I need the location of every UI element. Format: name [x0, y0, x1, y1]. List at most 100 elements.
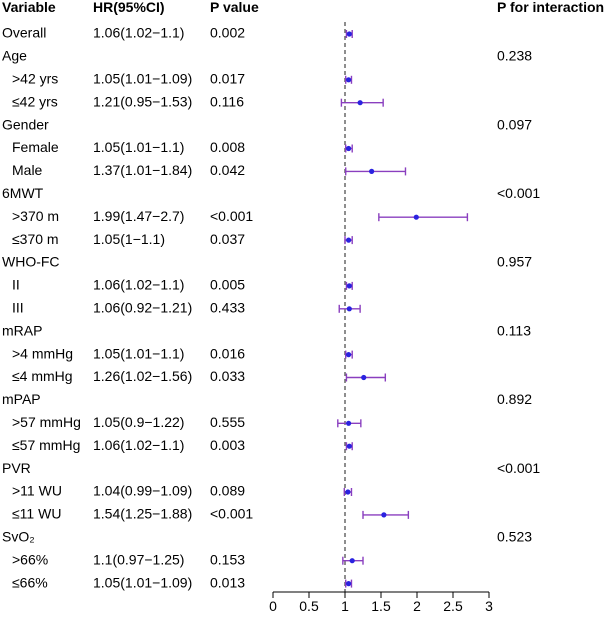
estimate-point — [346, 443, 352, 449]
p-value: 0.016 — [210, 345, 245, 361]
hr-ci-value: 1.05(1.01−1.09) — [93, 71, 192, 87]
hr-ci-value: 1.26(1.02−1.56) — [93, 368, 192, 384]
p-value: 0.003 — [210, 437, 245, 453]
p-value: 0.555 — [210, 414, 245, 430]
estimate-point — [413, 214, 419, 220]
subgroup-label: ≤57 mmHg — [12, 437, 80, 453]
header-hr: HR(95%CI) — [93, 0, 165, 15]
p-value: 0.433 — [210, 300, 245, 316]
group-label: Overall — [2, 25, 46, 41]
estimate-point — [346, 581, 352, 587]
subgroup-label: ≤42 yrs — [12, 93, 58, 109]
p-value: 0.033 — [210, 368, 245, 384]
p-interaction-value: 0.523 — [497, 529, 532, 545]
x-tick-label: 3 — [485, 598, 493, 614]
subgroup-label: ≤370 m — [12, 231, 59, 247]
header-p-interaction: P for interaction — [497, 0, 604, 15]
p-value: 0.042 — [210, 162, 245, 178]
x-tick-label: 0 — [269, 598, 277, 614]
estimate-point — [346, 420, 352, 426]
estimate-point — [357, 100, 363, 106]
estimate-point — [346, 283, 352, 289]
x-axis: 0 0.5 1 1.5 2 2.5 3 — [269, 591, 493, 614]
hr-ci-value: 1.06(0.92−1.21) — [93, 300, 192, 316]
p-value: <0.001 — [210, 506, 253, 522]
x-tick-label: 2 — [413, 598, 421, 614]
hr-ci-value: 1.05(1.01−1.09) — [93, 574, 192, 590]
estimate-point — [346, 77, 352, 83]
subgroup-label: >42 yrs — [12, 71, 58, 87]
subgroup-label: Female — [12, 139, 59, 155]
p-interaction-value: <0.001 — [497, 460, 540, 476]
subgroup-label: ≤66% — [12, 574, 48, 590]
subgroup-label: ≤11 WU — [12, 506, 61, 522]
p-value: 0.037 — [210, 231, 245, 247]
subgroup-label: III — [12, 300, 24, 316]
p-value: 0.116 — [210, 93, 244, 109]
p-interaction-value: 0.113 — [497, 322, 531, 338]
p-value: 0.005 — [210, 277, 245, 293]
subgroup-label: >4 mmHg — [12, 345, 73, 361]
p-interaction-value: 0.957 — [497, 254, 532, 270]
estimate-point — [346, 306, 352, 312]
hr-ci-value: 1.21(0.95−1.53) — [93, 93, 192, 109]
estimate-point — [381, 512, 387, 518]
group-label: 6MWT — [2, 185, 44, 201]
p-interaction-value: 0.097 — [497, 116, 532, 132]
subgroup-label: >370 m — [12, 208, 59, 224]
x-tick-label: 1 — [341, 598, 349, 614]
table-rows: Overall 1.06(1.02−1.1) 0.002 Age 0.238 >42 yr… — [2, 25, 540, 591]
group-label: Age — [2, 48, 27, 64]
p-value: 0.089 — [210, 483, 245, 499]
hr-ci-value: 1.37(1.01−1.84) — [93, 162, 192, 178]
group-label: PVR — [2, 460, 31, 476]
hr-ci-value: 1.06(1.02−1.1) — [93, 277, 184, 293]
x-tick-label: 1.5 — [371, 598, 391, 614]
estimate-point — [346, 145, 352, 152]
group-label: mPAP — [2, 391, 41, 407]
subgroup-label: Male — [12, 162, 43, 178]
hr-ci-value: 1.05(1.01−1.1) — [93, 139, 184, 155]
p-interaction-value: 0.892 — [497, 391, 532, 407]
p-interaction-value: <0.001 — [497, 185, 540, 201]
p-value: 0.002 — [210, 25, 245, 41]
hr-ci-value: 1.05(1.01−1.1) — [93, 345, 184, 361]
p-value: 0.017 — [210, 71, 245, 87]
p-value: <0.001 — [210, 208, 253, 224]
estimate-point — [361, 374, 367, 381]
hr-ci-value: 1.05(0.9−1.22) — [93, 414, 184, 430]
hr-ci-value: 1.06(1.02−1.1) — [93, 25, 184, 41]
estimate-point — [369, 168, 375, 174]
subgroup-label: >57 mmHg — [12, 414, 81, 430]
estimate-point — [349, 558, 355, 564]
group-label: WHO-FC — [2, 254, 60, 270]
estimate-point — [345, 489, 351, 495]
group-label: Gender — [2, 116, 49, 132]
header-p-value: P value — [210, 0, 259, 15]
p-value: 0.008 — [210, 139, 245, 155]
p-value: 0.013 — [210, 574, 245, 590]
subgroup-label: II — [12, 277, 20, 293]
hr-ci-value: 1.06(1.02−1.1) — [93, 437, 184, 453]
subgroup-label: ≤4 mmHg — [12, 368, 73, 384]
p-value: 0.153 — [210, 551, 245, 567]
p-interaction-value: 0.238 — [497, 48, 532, 64]
group-label: SvO₂ — [2, 529, 35, 545]
hr-ci-value: 1.1(0.97−1.25) — [93, 551, 184, 567]
hr-ci-value: 1.54(1.25−1.88) — [93, 506, 192, 522]
subgroup-label: >66% — [12, 551, 48, 567]
group-label: mRAP — [2, 322, 42, 338]
header-variable: Variable — [2, 0, 56, 15]
estimate-point — [346, 352, 352, 358]
hr-ci-value: 1.99(1.47−2.7) — [93, 208, 184, 224]
x-tick-label: 2.5 — [443, 598, 463, 614]
hr-ci-value: 1.04(0.99−1.09) — [93, 483, 192, 499]
x-tick-label: 0.5 — [299, 598, 319, 614]
header-row: Variable HR(95%CI) P value P for interac… — [2, 0, 604, 15]
estimate-point — [346, 31, 352, 37]
hr-ci-value: 1.05(1−1.1) — [93, 231, 165, 247]
estimate-point — [346, 237, 352, 243]
subgroup-label: >11 WU — [12, 483, 62, 499]
plot-marks — [337, 22, 469, 592]
